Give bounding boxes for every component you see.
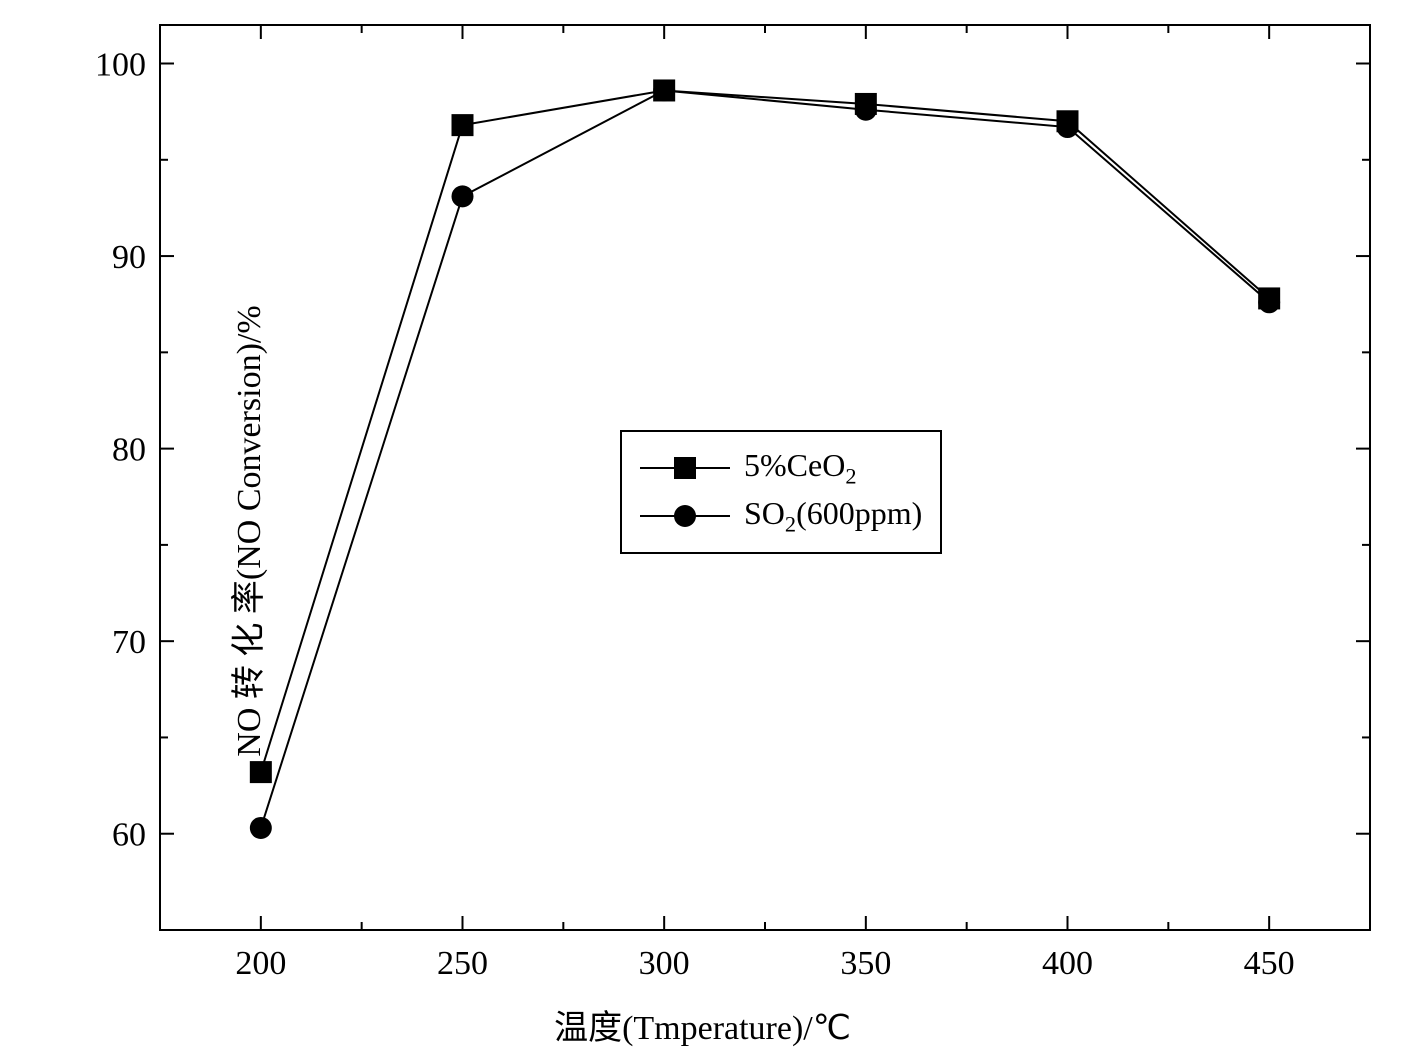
y-axis-label: NO 转 化 率(NO Conversion)/% xyxy=(221,305,270,756)
svg-text:300: 300 xyxy=(639,945,690,982)
svg-text:250: 250 xyxy=(437,945,488,982)
x-axis-label: 温度(Tmperature)/℃ xyxy=(554,1000,851,1049)
chart-container: 200 250 300 350 400 450 60 70 80 90 100 NO 转 化 率(N… xyxy=(0,0,1405,1061)
svg-text:100: 100 xyxy=(95,47,146,84)
svg-text:450: 450 xyxy=(1244,945,1295,982)
legend-label: 5%CeO2 xyxy=(744,447,857,489)
svg-text:90: 90 xyxy=(112,239,146,276)
legend-label: SO2(600ppm) xyxy=(744,495,922,537)
svg-text:60: 60 xyxy=(112,817,146,854)
svg-text:70: 70 xyxy=(112,624,146,661)
svg-text:350: 350 xyxy=(840,945,891,982)
svg-text:200: 200 xyxy=(235,945,286,982)
legend-item: 5%CeO2 xyxy=(640,444,922,492)
legend-item: SO2(600ppm) xyxy=(640,492,922,540)
legend: 5%CeO2 SO2(600ppm) xyxy=(620,430,942,554)
svg-text:80: 80 xyxy=(112,432,146,469)
svg-text:400: 400 xyxy=(1042,945,1093,982)
